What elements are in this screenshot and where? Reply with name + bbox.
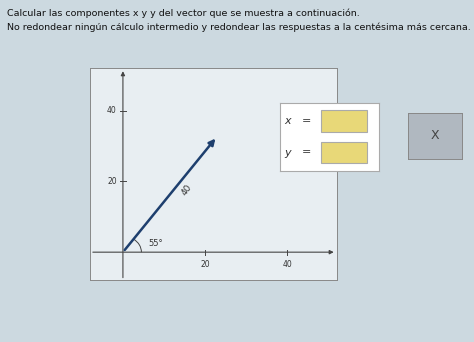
Text: 40: 40: [107, 106, 117, 115]
Text: X: X: [430, 129, 439, 143]
Bar: [321, 110, 367, 132]
Text: =: =: [301, 116, 311, 126]
Text: y: y: [284, 147, 291, 158]
Text: 20: 20: [107, 177, 117, 186]
Text: Calcular las componentes x y y del vector que se muestra a continuación.: Calcular las componentes x y y del vecto…: [7, 9, 360, 18]
Text: =: =: [301, 147, 311, 158]
Text: 40: 40: [180, 183, 193, 197]
Text: 40: 40: [283, 260, 292, 269]
Text: No redondear ningún cálculo intermedio y redondear las respuestas a la centésima: No redondear ningún cálculo intermedio y…: [7, 22, 471, 32]
Text: 20: 20: [201, 260, 210, 269]
Text: x: x: [284, 116, 291, 126]
Bar: [321, 142, 367, 163]
Text: 55°: 55°: [148, 239, 163, 248]
